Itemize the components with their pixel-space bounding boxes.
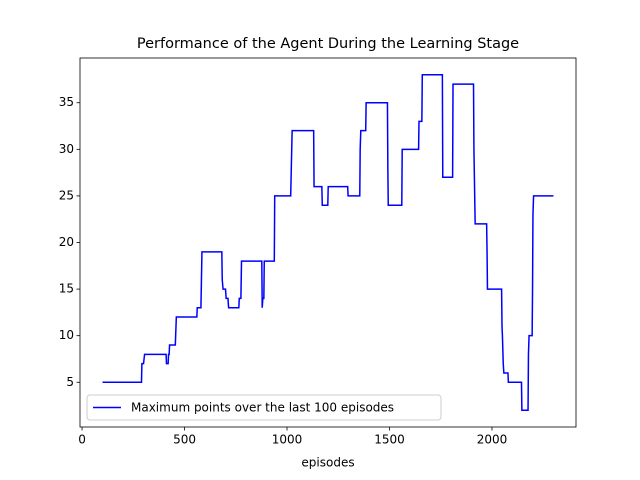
- y-tick-label: 35: [59, 95, 74, 109]
- plot-frame: [79, 57, 577, 428]
- y-tick-label: 25: [59, 188, 74, 202]
- y-tick-label: 15: [59, 282, 74, 296]
- x-tick-label: 2000: [477, 433, 508, 447]
- chart-title: Performance of the Agent During the Lear…: [137, 36, 519, 52]
- data-line: [102, 74, 554, 411]
- x-tick-label: 500: [173, 433, 196, 447]
- legend-box: [86, 394, 442, 421]
- x-tick-label: 1500: [374, 433, 405, 447]
- x-tick-label: 1000: [272, 433, 303, 447]
- x-tick-label: 0: [78, 433, 86, 447]
- y-tick-label: 5: [66, 375, 74, 389]
- y-tick-label: 20: [59, 235, 74, 249]
- x-axis-label: episodes: [301, 456, 354, 470]
- y-tick-label: 30: [59, 142, 74, 156]
- legend-label: Maximum points over the last 100 episode…: [131, 401, 394, 415]
- y-tick-label: 10: [59, 328, 74, 342]
